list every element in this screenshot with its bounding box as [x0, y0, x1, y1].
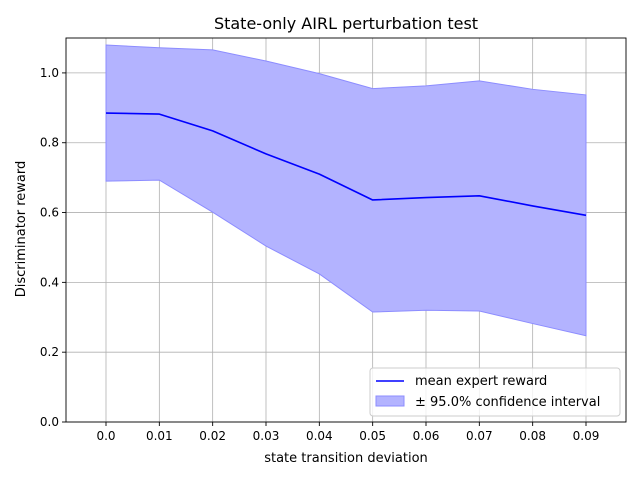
chart-title: State-only AIRL perturbation test: [214, 14, 478, 33]
x-tick-label: 0.03: [253, 429, 280, 443]
x-axis-ticks: 0.0 0.01 0.02 0.03 0.04 0.05 0.06 0.07 0.08 0.09: [96, 422, 599, 443]
y-tick-label: 0.8: [40, 136, 59, 150]
x-tick-label: 0.04: [306, 429, 333, 443]
x-tick-label: 0.01: [146, 429, 173, 443]
legend-label-confidence: ± 95.0% confidence interval: [415, 395, 600, 410]
y-tick-label: 0.0: [40, 415, 59, 429]
confidence-band-layer: [105, 44, 587, 337]
y-tick-label: 1.0: [40, 66, 59, 80]
x-tick-label: 0.02: [199, 429, 226, 443]
x-tick-label: 0.06: [413, 429, 440, 443]
x-tick-label: 0.09: [573, 429, 600, 443]
legend-box: [369, 367, 621, 417]
y-axis-label: Discriminator reward: [14, 161, 29, 298]
legend: mean expert reward ± 95.0% confidence in…: [369, 367, 621, 417]
confidence-band: [105, 44, 587, 337]
series-line-layer: [105, 112, 587, 217]
y-tick-label: 0.2: [40, 345, 59, 359]
y-tick-label: 0.4: [40, 275, 59, 289]
y-axis-ticks: 0.0 0.2 0.4 0.6 0.8 1.0: [40, 66, 66, 429]
legend-label-mean: mean expert reward: [415, 374, 547, 389]
plot-area-frame: [65, 37, 627, 423]
x-tick-label: 0.07: [466, 429, 493, 443]
x-tick-label: 0.0: [96, 429, 115, 443]
mean-expert-reward-line: [105, 112, 587, 217]
legend-band-swatch: [375, 395, 405, 407]
y-tick-label: 0.6: [40, 206, 59, 220]
x-axis-label: state transition deviation: [264, 451, 428, 466]
x-tick-label: 0.08: [519, 429, 546, 443]
x-tick-label: 0.05: [359, 429, 386, 443]
